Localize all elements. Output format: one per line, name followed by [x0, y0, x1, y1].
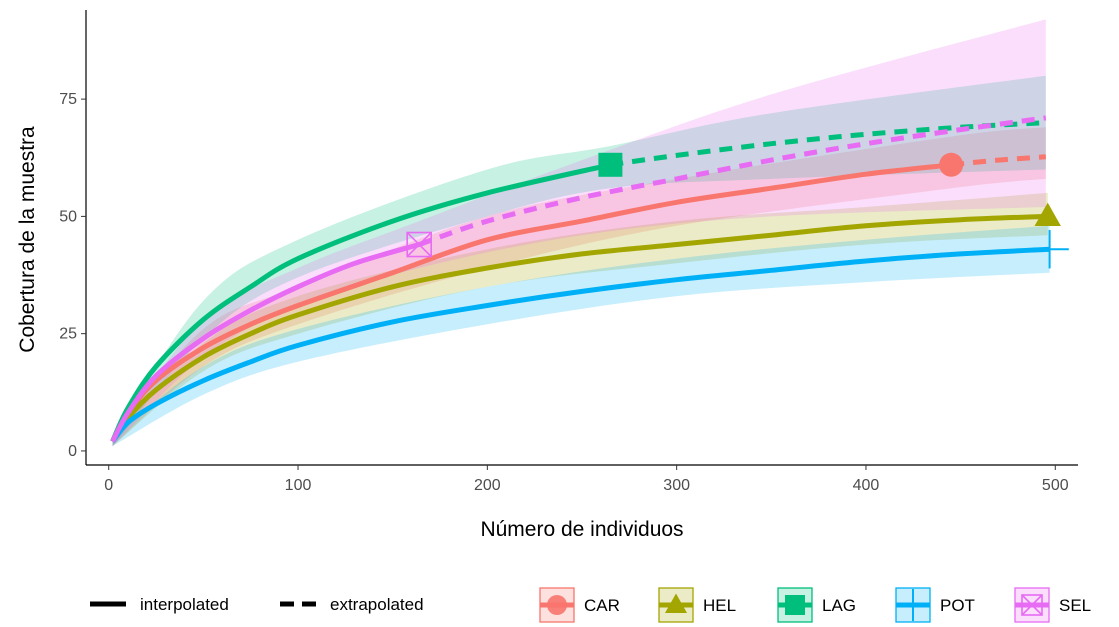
legend-label-hel: HEL: [703, 596, 736, 615]
legend-label-lag: LAG: [822, 596, 856, 615]
marker-sel: [406, 231, 432, 258]
band-lag: [112, 75, 1046, 447]
legend-item-sel: SEL: [1014, 587, 1091, 623]
x-axis-title: Número de individuos: [480, 518, 683, 541]
legend-label-pot: POT: [940, 596, 975, 615]
marker-sel-shape-d2: [406, 231, 432, 258]
line-interpolated-hel: [110, 213, 1048, 443]
legend-marker-sel-shape-d2: [1021, 594, 1043, 616]
confidence-bands: [112, 19, 1050, 447]
legend-marker-lag: [785, 595, 805, 615]
marker-hel-shape: [1034, 202, 1061, 226]
marker-lag: [598, 152, 623, 177]
legend-label-extrapolated: extrapolated: [330, 595, 424, 614]
x-axis-ticks: 0 100 200 300 400 500: [104, 465, 1069, 494]
line-extrapolated-sel: [418, 115, 1047, 247]
legend-marker-sel-shape: [1021, 594, 1043, 616]
y-tick-label: 50: [59, 208, 77, 225]
y-tick-label: 25: [59, 326, 77, 343]
legend-label-car: CAR: [584, 596, 620, 615]
line-interpolated-lag: [110, 162, 611, 443]
legend-marker-lag-shape: [785, 595, 805, 615]
legend-marker-car-shape: [547, 595, 567, 615]
x-tick-label: 100: [285, 477, 312, 494]
x-tick-label: 200: [474, 477, 501, 494]
line-extrapolated-lag: [610, 120, 1046, 168]
y-tick-label: 0: [68, 443, 77, 460]
line-interpolated-sel: [110, 242, 420, 443]
observed-markers: [406, 152, 1069, 269]
legend-marker-pot: [897, 589, 929, 621]
x-tick-label: 0: [104, 477, 113, 494]
band-pot: [112, 225, 1050, 447]
y-axis-ticks: 0 25 50 75: [59, 91, 86, 460]
marker-sel-shape: [406, 231, 432, 258]
legend-item-car: CAR: [539, 587, 620, 623]
marker-hel: [1034, 202, 1061, 226]
marker-car: [939, 152, 964, 177]
legend-item-interpolated: interpolated: [90, 595, 229, 614]
legend-marker-hel: [665, 593, 687, 613]
legend-marker-sel: [1021, 594, 1043, 616]
line-interpolated-pot: [110, 246, 1050, 444]
series-legend: CAR HEL LAG POT SEL: [539, 587, 1091, 623]
legend-marker-hel-shape: [665, 593, 687, 613]
marker-pot: [1030, 230, 1069, 269]
marker-car-shape: [939, 152, 964, 177]
y-axis-title: Cobertura de la muestra: [16, 126, 39, 353]
legend-item-pot: POT: [895, 587, 975, 623]
rarefaction-lines: [110, 115, 1050, 444]
legend-marker-car: [547, 595, 567, 615]
legend-label-sel: SEL: [1059, 596, 1091, 615]
band-sel: [112, 19, 1046, 447]
legend-label-interpolated: interpolated: [140, 595, 229, 614]
legend-item-lag: LAG: [777, 587, 856, 623]
marker-lag-shape: [598, 152, 623, 177]
legend-item-hel: HEL: [658, 587, 736, 623]
legend-item-extrapolated: extrapolated: [280, 595, 424, 614]
x-tick-label: 300: [663, 477, 690, 494]
line-interpolated-car: [110, 162, 952, 443]
axes: [85, 10, 1078, 466]
x-tick-label: 500: [1042, 477, 1069, 494]
x-tick-label: 400: [853, 477, 880, 494]
linetype-legend: interpolated extrapolated: [90, 595, 424, 614]
y-tick-label: 75: [59, 91, 77, 108]
